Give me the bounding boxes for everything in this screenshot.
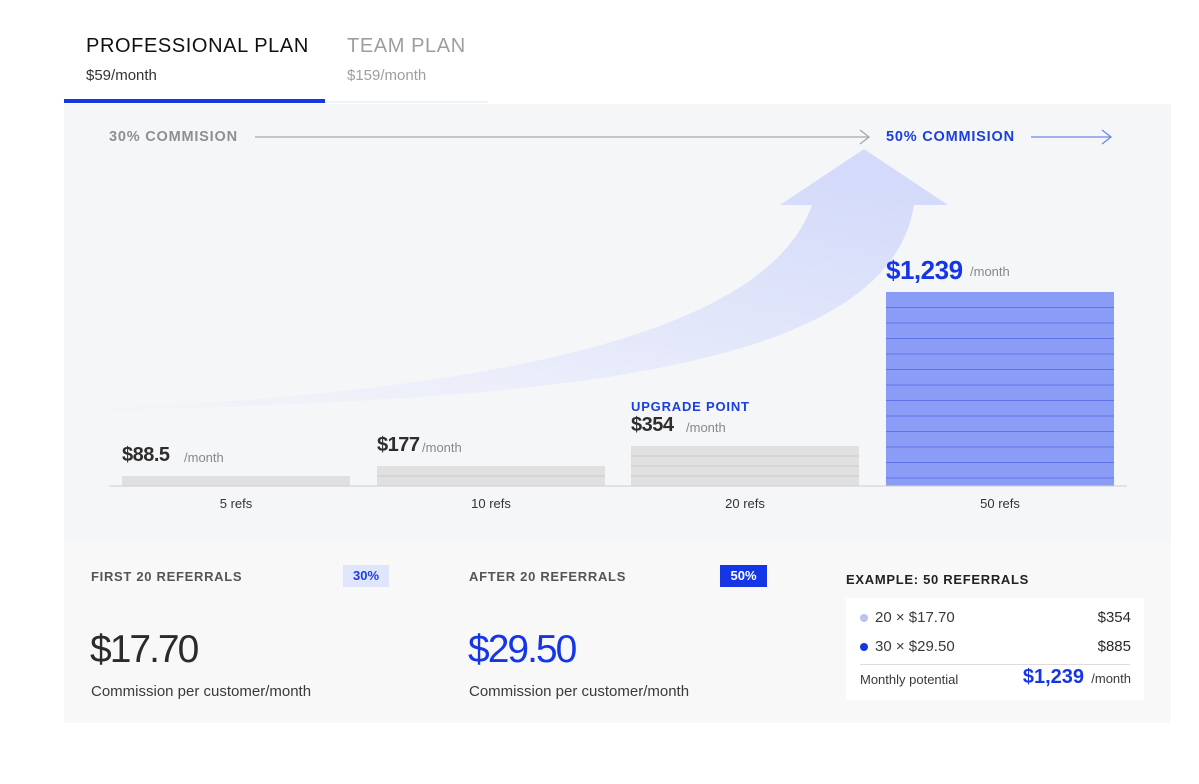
first-referrals-title: FIRST 20 REFERRALS	[91, 569, 243, 584]
example-row-value: $354	[1097, 609, 1131, 626]
tab-title: TEAM PLAN	[347, 35, 466, 57]
active-tab-indicator	[64, 99, 325, 103]
bar-unit-label: /month	[686, 420, 726, 435]
example-divider	[860, 664, 1130, 665]
example-row: 20 × $17.70 $354	[846, 607, 1144, 629]
tab-team-plan[interactable]: TEAM PLAN $159/month	[325, 28, 488, 104]
monthly-potential-unit: /month	[1091, 671, 1131, 686]
monthly-potential-value: $1,239	[1022, 666, 1084, 688]
commission-line-right	[1031, 129, 1113, 145]
first-commission-caption: Commission per customer/month	[91, 683, 312, 700]
tab-title: PROFESSIONAL PLAN	[86, 35, 309, 57]
earnings-chart	[108, 129, 1127, 487]
bar-unit-label: /month	[422, 440, 462, 455]
bar-category-label: 20 refs	[725, 496, 765, 511]
commission-line-left	[255, 129, 871, 145]
example-row-value: $885	[1097, 638, 1131, 655]
dot-icon	[860, 643, 868, 651]
example-row-label: 20 × $17.70	[875, 609, 955, 626]
monthly-potential-label: Monthly potential	[860, 672, 959, 687]
upgrade-point-label: UPGRADE POINT	[631, 399, 750, 414]
tab-price: $59/month	[86, 67, 157, 84]
badge-30-percent: 30%	[343, 565, 389, 587]
example-row-label: 30 × $29.50	[875, 638, 955, 655]
after-referrals-title: AFTER 20 REFERRALS	[469, 569, 627, 584]
plan-tabs: PROFESSIONAL PLAN $59/month TEAM PLAN $1…	[64, 28, 488, 104]
growth-arrow-icon	[108, 149, 948, 410]
chart-bar	[122, 476, 350, 486]
bar-unit-label: /month	[184, 450, 224, 465]
after-commission-amount: $29.50	[468, 628, 577, 671]
tab-professional-plan[interactable]: PROFESSIONAL PLAN $59/month	[64, 28, 325, 104]
bar-value-label: $177	[377, 434, 420, 456]
bar-value-label: $88.5	[122, 444, 170, 466]
bar-category-label: 50 refs	[980, 496, 1020, 511]
bars-group	[122, 292, 1114, 486]
tab-price: $159/month	[347, 67, 427, 84]
example-card: 20 × $17.70 $354 30 × $29.50 $885 Monthl…	[846, 598, 1144, 700]
bar-value-label: $354	[631, 414, 674, 436]
after-commission-caption: Commission per customer/month	[469, 683, 690, 700]
bar-unit-label: /month	[970, 264, 1010, 279]
bar-category-label: 5 refs	[219, 496, 253, 511]
first-commission-amount: $17.70	[90, 628, 199, 671]
bar-category-label: 10 refs	[471, 496, 511, 511]
badge-50-percent: 50%	[720, 565, 767, 587]
tab-divider	[325, 101, 488, 103]
dot-icon	[860, 614, 868, 622]
example-title: EXAMPLE: 50 REFERRALS	[846, 572, 1030, 587]
chart-bar	[886, 292, 1114, 486]
bar-value-label: $1,239	[886, 255, 963, 285]
commission-start-label: 30% COMMISION	[109, 129, 238, 145]
example-row: 30 × $29.50 $885	[846, 636, 1144, 658]
commission-end-label: 50% COMMISION	[886, 129, 1015, 145]
